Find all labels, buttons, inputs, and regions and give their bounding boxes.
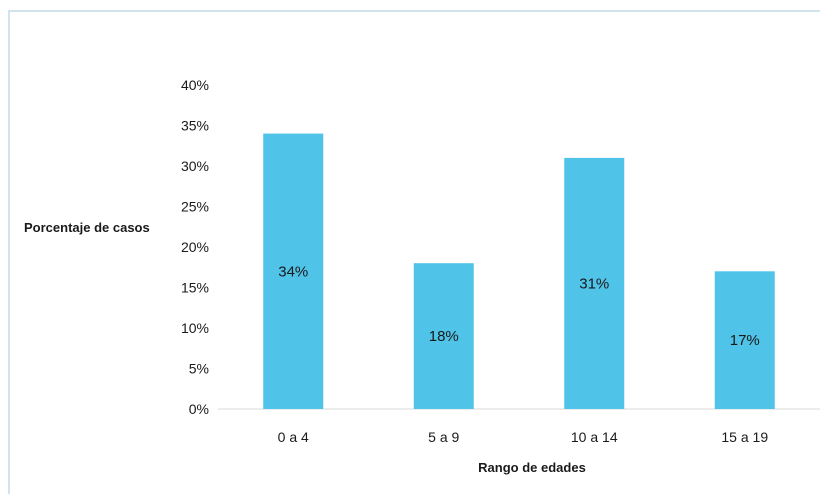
chart-frame xyxy=(8,10,820,494)
y-axis-title: Porcentaje de casos xyxy=(24,220,150,235)
x-axis-ticks: 0 a 4 5 a 9 10 a 14 15 a 19 xyxy=(278,429,769,445)
y-axis-ticks: 0% 5% 10% 15% 20% 25% 30% 35% 40% xyxy=(181,77,209,417)
y-tick-label: 10% xyxy=(181,320,209,336)
x-axis-title: Rango de edades xyxy=(478,460,586,475)
y-tick-label: 5% xyxy=(189,361,209,377)
y-tick-label: 35% xyxy=(181,118,209,134)
y-tick-label: 0% xyxy=(189,401,209,417)
bar-data-label: 18% xyxy=(429,328,459,345)
x-tick-label: 10 a 14 xyxy=(571,429,618,445)
bars-group xyxy=(263,133,775,409)
x-tick-label: 15 a 19 xyxy=(721,429,768,445)
bar xyxy=(564,157,625,409)
bar xyxy=(413,263,474,409)
bar xyxy=(714,271,775,409)
bar-data-label: 17% xyxy=(730,332,760,349)
bar-data-label: 34% xyxy=(278,263,308,280)
y-tick-label: 15% xyxy=(181,280,209,296)
data-labels-group: 34% 18% 31% 17% xyxy=(278,263,760,349)
y-tick-label: 40% xyxy=(181,77,209,93)
x-tick-label: 0 a 4 xyxy=(278,429,309,445)
y-tick-label: 25% xyxy=(181,199,209,215)
x-tick-label: 5 a 9 xyxy=(428,429,459,445)
bar xyxy=(263,133,324,409)
y-tick-label: 30% xyxy=(181,158,209,174)
bar-data-label: 31% xyxy=(579,275,609,292)
y-tick-label: 20% xyxy=(181,239,209,255)
